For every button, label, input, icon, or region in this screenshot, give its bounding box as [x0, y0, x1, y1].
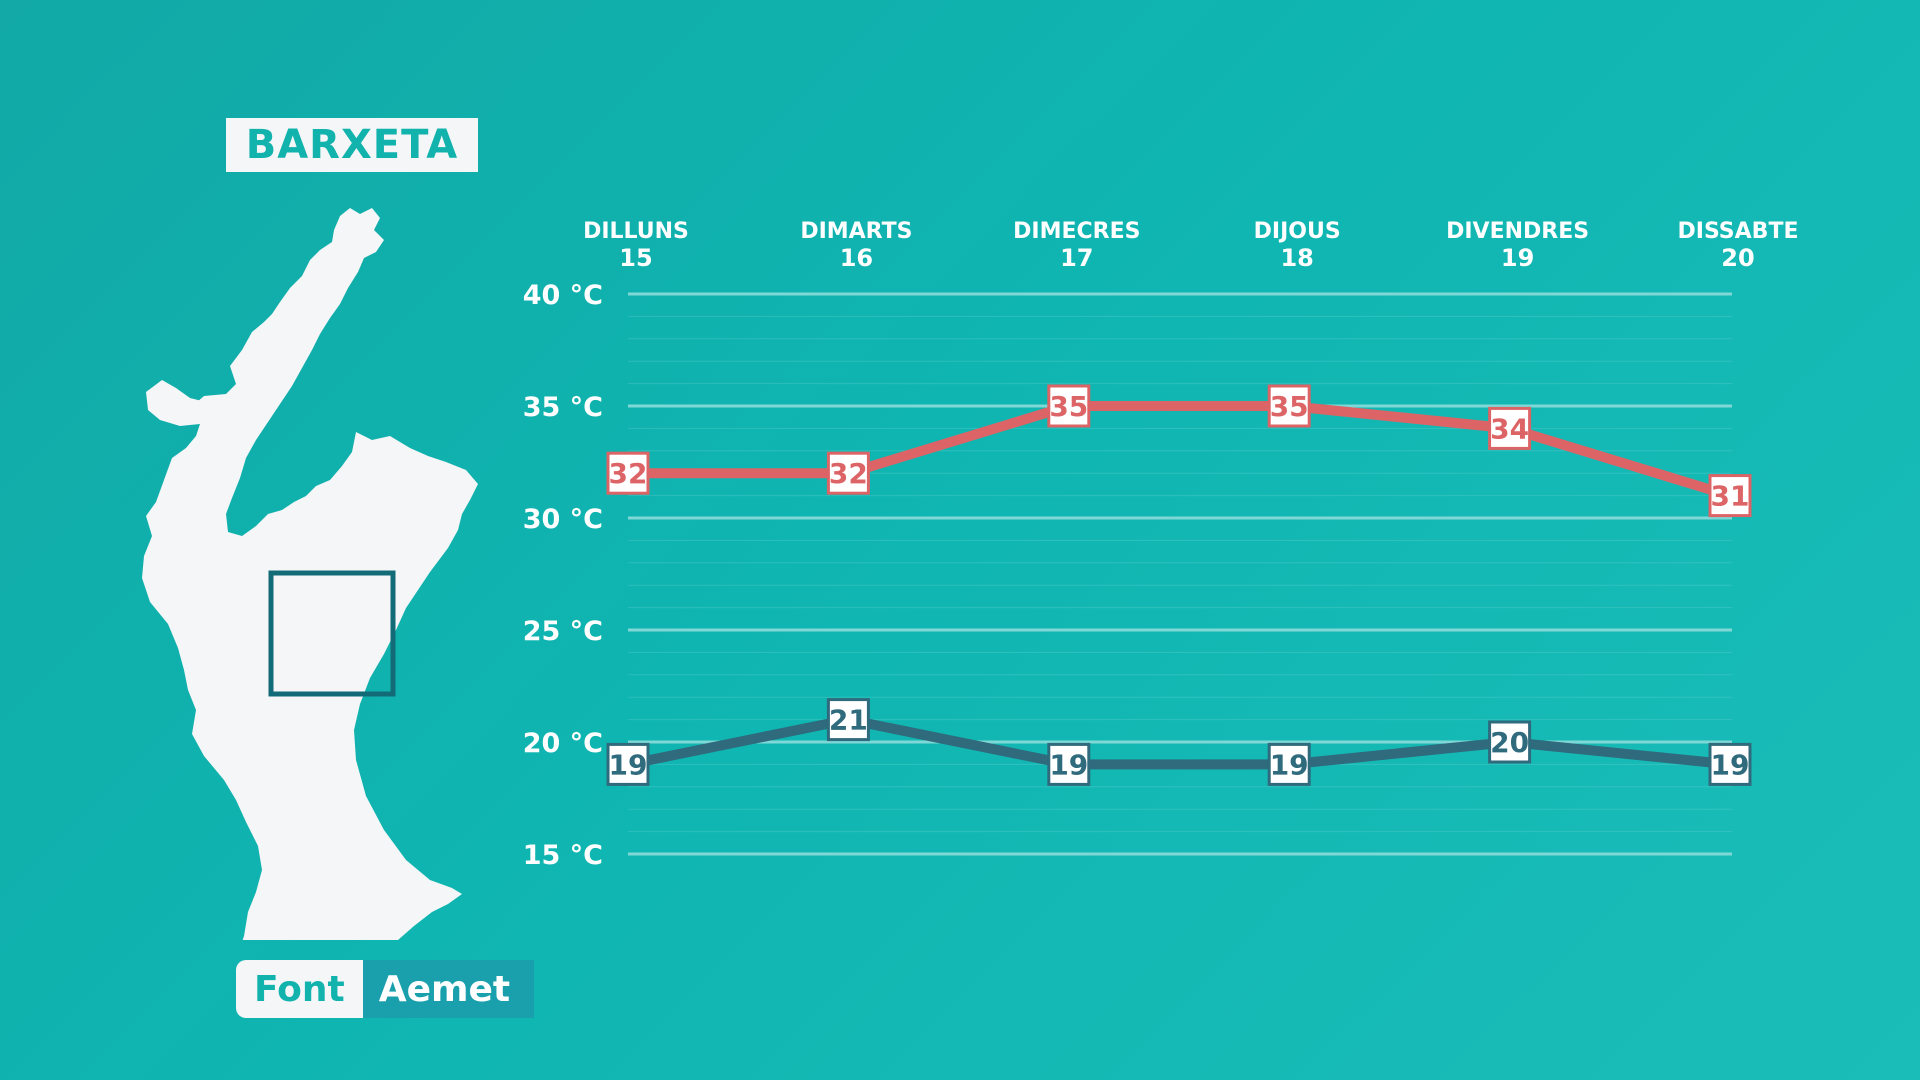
x-day-name: DILLUNS: [583, 219, 689, 244]
data-label-min: 19: [606, 742, 650, 786]
data-label-value: 32: [609, 457, 648, 490]
location-title: BARXETA: [245, 122, 459, 168]
x-day-name: DIVENDRES: [1446, 219, 1589, 244]
x-day-name: DIMECRES: [1013, 219, 1140, 244]
data-label-max: 35: [1267, 384, 1311, 428]
data-label-value: 19: [609, 748, 648, 781]
major-gridlines: [628, 292, 1732, 856]
data-source: Font Aemet: [236, 960, 535, 1018]
x-day-date: 17: [1060, 244, 1093, 272]
data-label-box: [1488, 720, 1532, 764]
series-line-max: [623, 401, 1735, 501]
y-tick-label: 20 °C: [523, 728, 603, 759]
source-label: Font: [236, 960, 363, 1018]
data-label-value: 32: [829, 457, 868, 490]
y-tick-label: 25 °C: [523, 616, 603, 647]
y-tick-label: 40 °C: [523, 280, 603, 311]
data-label-box: [1047, 742, 1091, 786]
data-label-value: 19: [1270, 748, 1309, 781]
data-label-value: 21: [829, 704, 868, 737]
y-tick-label: 35 °C: [523, 392, 603, 423]
data-label-box: [1488, 406, 1532, 450]
data-label-box: [826, 451, 870, 495]
data-label-box: [826, 698, 870, 742]
data-label-min: 19: [1708, 742, 1752, 786]
data-label-min: 19: [1047, 742, 1091, 786]
data-label-value: 34: [1490, 412, 1529, 445]
data-label-max: 31: [1708, 474, 1752, 518]
source-value: Aemet: [362, 960, 535, 1018]
data-labels: 32 32 35 35 34 31 19 21 19 19 20 19: [606, 384, 1752, 786]
x-day-name: DISSABTE: [1678, 219, 1799, 244]
data-label-max: 35: [1047, 384, 1091, 428]
minor-gridlines: [628, 315, 1732, 833]
data-label-box: [1708, 474, 1752, 518]
series-line-min: [623, 714, 1735, 770]
data-label-max: 34: [1488, 406, 1532, 450]
data-label-value: 35: [1270, 390, 1309, 423]
x-day-date: 20: [1721, 244, 1754, 272]
y-tick-label: 15 °C: [523, 840, 603, 871]
x-day-name: DIMARTS: [800, 219, 912, 244]
data-label-min: 20: [1488, 720, 1532, 764]
location-title-box: BARXETA: [226, 118, 478, 172]
data-label-value: 20: [1490, 726, 1529, 759]
data-label-max: 32: [606, 451, 650, 495]
y-tick-label: 30 °C: [523, 504, 603, 535]
series-lines: [623, 401, 1735, 770]
area-highlight-box: [268, 570, 396, 697]
data-label-box: [1047, 384, 1091, 428]
data-label-value: 31: [1711, 480, 1750, 513]
region-map-enclave: [146, 380, 212, 426]
data-label-max: 32: [826, 451, 870, 495]
data-label-value: 19: [1049, 748, 1088, 781]
data-label-min: 21: [826, 698, 870, 742]
x-day-name: DIJOUS: [1254, 219, 1341, 244]
data-label-box: [1708, 742, 1752, 786]
x-day-date: 18: [1280, 244, 1313, 272]
region-map-icon: [142, 208, 478, 940]
x-day-date: 19: [1501, 244, 1534, 272]
data-label-box: [1267, 742, 1311, 786]
x-day-date: 15: [619, 244, 652, 272]
x-day-date: 16: [840, 244, 873, 272]
data-label-box: [1267, 384, 1311, 428]
y-axis-ticks: 40 °C 35 °C 30 °C 25 °C 20 °C 15 °C: [523, 280, 603, 871]
data-label-value: 19: [1711, 748, 1750, 781]
data-label-min: 19: [1267, 742, 1311, 786]
data-label-value: 35: [1049, 390, 1088, 423]
data-label-box: [606, 451, 650, 495]
data-label-box: [606, 742, 650, 786]
